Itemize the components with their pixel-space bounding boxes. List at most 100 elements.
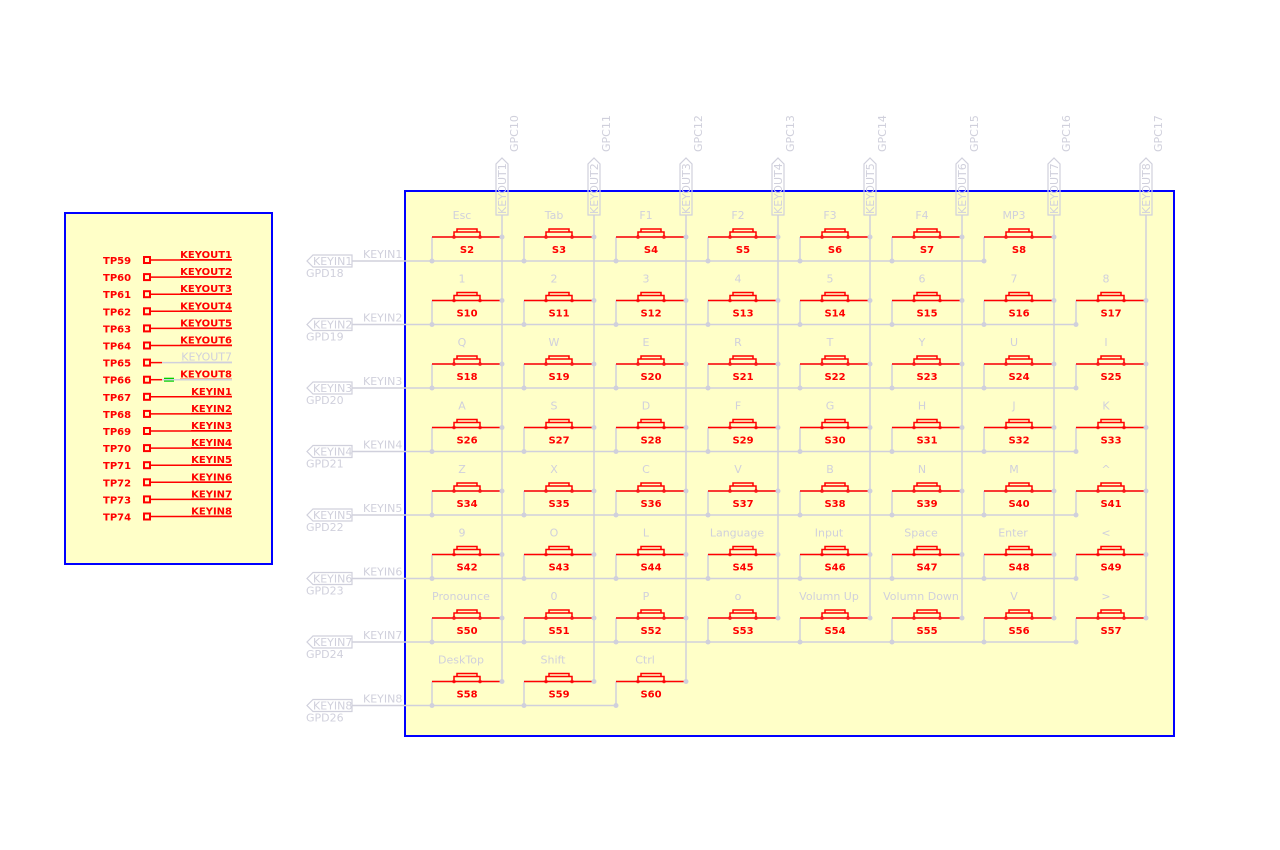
key-label: A — [458, 400, 466, 413]
switch-S22[interactable]: T S22 — [820, 336, 850, 383]
testpoint-ref: TP62 — [103, 307, 131, 318]
switch-S58[interactable]: DeskTop S58 — [438, 654, 484, 701]
switch-S59[interactable]: Shift S59 — [540, 654, 574, 701]
switch-actuator — [453, 355, 481, 364]
junction — [867, 552, 873, 557]
switch-S33[interactable]: K S33 — [1096, 400, 1126, 447]
junction — [613, 258, 619, 264]
switch-S13[interactable]: 4 S13 — [728, 273, 758, 320]
switch-S24[interactable]: U S24 — [1004, 336, 1034, 383]
switch-S46[interactable]: Input S46 — [815, 527, 850, 574]
switch-ref: S45 — [732, 563, 753, 574]
switch-ref: S38 — [824, 499, 845, 510]
switch-S36[interactable]: C S36 — [636, 463, 666, 510]
hier-label-flag — [771, 157, 785, 216]
switch-ref: S40 — [1008, 499, 1029, 510]
key-label: 5 — [827, 273, 834, 286]
switch-S39[interactable]: N S39 — [912, 463, 942, 510]
junction — [429, 258, 435, 264]
junction — [1143, 361, 1149, 367]
switch-actuator — [637, 609, 665, 618]
switch-S29[interactable]: F S29 — [728, 400, 758, 447]
row-hier-label: KEYIN8 — [313, 700, 352, 713]
switch-S34[interactable]: Z S34 — [452, 463, 482, 510]
junction — [889, 639, 895, 645]
key-label: N — [918, 463, 926, 476]
switch-actuator — [1005, 545, 1033, 555]
switch-S54[interactable]: Volumn Up S54 — [799, 590, 859, 637]
key-label: Input — [815, 527, 844, 540]
switch-ref: S8 — [1012, 245, 1026, 256]
junction — [981, 258, 987, 264]
switch-S16[interactable]: 7 S16 — [1004, 273, 1034, 320]
switch-S4[interactable]: F1 S4 — [636, 209, 666, 256]
key-label: MP3 — [1002, 209, 1025, 222]
switch-ref: S7 — [920, 245, 934, 256]
switch-ref: S32 — [1008, 436, 1029, 447]
switch-S50[interactable]: Pronounce S50 — [432, 590, 490, 637]
junction — [683, 615, 689, 621]
switch-S51[interactable]: 0 S51 — [544, 590, 574, 637]
switch-S35[interactable]: X S35 — [544, 463, 574, 510]
junction — [683, 552, 689, 557]
column-gpio-label: GPC12 — [692, 115, 705, 152]
switch-S23[interactable]: Y S23 — [912, 336, 942, 383]
switch-actuator — [729, 355, 757, 364]
switch-S19[interactable]: W S19 — [544, 336, 574, 383]
switch-S48[interactable]: Enter S48 — [998, 527, 1034, 574]
switch-S3[interactable]: Tab S3 — [544, 209, 574, 256]
row-net-label: KEYIN8 — [363, 693, 402, 706]
switch-S7[interactable]: F4 S7 — [912, 209, 942, 256]
testpoint-ref: TP61 — [103, 290, 131, 301]
switch-ref: S37 — [732, 499, 753, 510]
switch-actuator — [913, 545, 941, 555]
switch-ref: S43 — [548, 563, 569, 574]
junction — [499, 361, 505, 367]
junction — [683, 425, 689, 430]
key-label: F1 — [639, 209, 652, 222]
junction — [683, 298, 689, 303]
switch-S8[interactable]: MP3 S8 — [1002, 209, 1034, 256]
switch-S6[interactable]: F3 S6 — [820, 209, 850, 256]
junction — [683, 679, 689, 684]
row-gpio-label: GPD22 — [306, 521, 344, 534]
switch-ref: S58 — [456, 690, 477, 701]
junction — [683, 234, 689, 240]
junction — [499, 488, 505, 494]
junction — [1073, 512, 1079, 518]
switch-actuator — [913, 355, 941, 364]
testpoint-ref: TP72 — [103, 478, 131, 489]
key-label: > — [1101, 590, 1110, 603]
switch-S45[interactable]: Language S45 — [710, 527, 765, 574]
column-gpio-label: GPC11 — [600, 115, 613, 152]
column-KEYOUT8: GPC17 KEYOUT8 — [1139, 115, 1165, 216]
junction — [1073, 385, 1079, 391]
switch-S17[interactable]: 8 S17 — [1096, 273, 1126, 320]
switch-actuator — [821, 418, 849, 428]
switch-S2[interactable]: Esc S2 — [452, 209, 482, 256]
junction — [981, 449, 987, 454]
junction — [775, 361, 781, 367]
row-net-label: KEYIN2 — [363, 312, 402, 325]
junction — [591, 615, 597, 621]
row-hier-label: KEYIN7 — [313, 636, 352, 649]
switch-S47[interactable]: Space S47 — [904, 527, 942, 574]
switch-actuator — [913, 482, 941, 491]
junction — [499, 298, 505, 303]
key-label: W — [549, 336, 560, 349]
junction — [889, 385, 895, 391]
testpoint-net-label: KEYOUT7 — [181, 351, 232, 364]
junction — [981, 322, 987, 327]
switch-S57[interactable]: > S57 — [1096, 590, 1126, 637]
switch-ref: S34 — [456, 499, 477, 510]
switch-actuator — [637, 545, 665, 555]
switch-actuator — [1005, 355, 1033, 364]
key-label: G — [826, 400, 835, 413]
hier-label-flag — [679, 157, 693, 216]
switch-actuator — [637, 291, 665, 301]
switch-S43[interactable]: O S43 — [544, 527, 574, 574]
switch-S55[interactable]: Volumn Down S55 — [883, 590, 959, 637]
switch-S15[interactable]: 6 S15 — [912, 273, 942, 320]
junction — [797, 576, 803, 581]
switch-S5[interactable]: F2 S5 — [728, 209, 758, 256]
